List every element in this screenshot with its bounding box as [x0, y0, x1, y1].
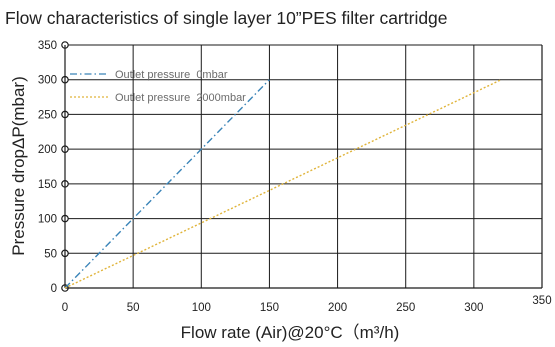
- x-tick-label: 0: [62, 302, 68, 314]
- x-tick-label: 350: [532, 295, 551, 307]
- y-tick-label: 350: [38, 40, 57, 52]
- grid: [65, 44, 542, 288]
- y-tick-label: 150: [38, 179, 57, 191]
- series-line-2000mbar: [64, 79, 502, 289]
- x-tick-label: 50: [127, 302, 140, 314]
- y-tick-label: 250: [38, 109, 57, 121]
- x-tick-label: 100: [192, 302, 211, 314]
- y-tick-label: 100: [38, 214, 57, 226]
- y-tick-label: 50: [44, 248, 57, 260]
- y-tick-label: 300: [38, 75, 57, 87]
- x-tick-label: 200: [328, 302, 347, 314]
- y-tick-labels: 0 50 100 150 200 250 300 350: [38, 40, 57, 295]
- series-lines: [64, 79, 502, 289]
- legend-label-2000mbar: Outlet pressure 2000mbar: [115, 92, 246, 104]
- legend-label-0mbar: Outlet pressure 0mbar: [115, 69, 228, 81]
- x-tick-label: 300: [464, 302, 483, 314]
- x-axis-title: Flow rate (Air)@20°C（m³/h): [181, 323, 400, 342]
- x-tick-labels: 0 50 100 150 200 250 300 350: [62, 295, 552, 314]
- y-axis-title: Pressure dropΔP(mbar): [9, 76, 28, 256]
- y-tick-label: 0: [51, 283, 57, 295]
- series-line-0mbar: [64, 79, 270, 289]
- x-tick-label: 250: [396, 302, 415, 314]
- y-tick-label: 200: [38, 144, 57, 156]
- legend: Outlet pressure 0mbar Outlet pressure 20…: [70, 69, 246, 104]
- x-tick-label: 150: [260, 302, 279, 314]
- chart-title: Flow characteristics of single layer 10”…: [5, 8, 448, 28]
